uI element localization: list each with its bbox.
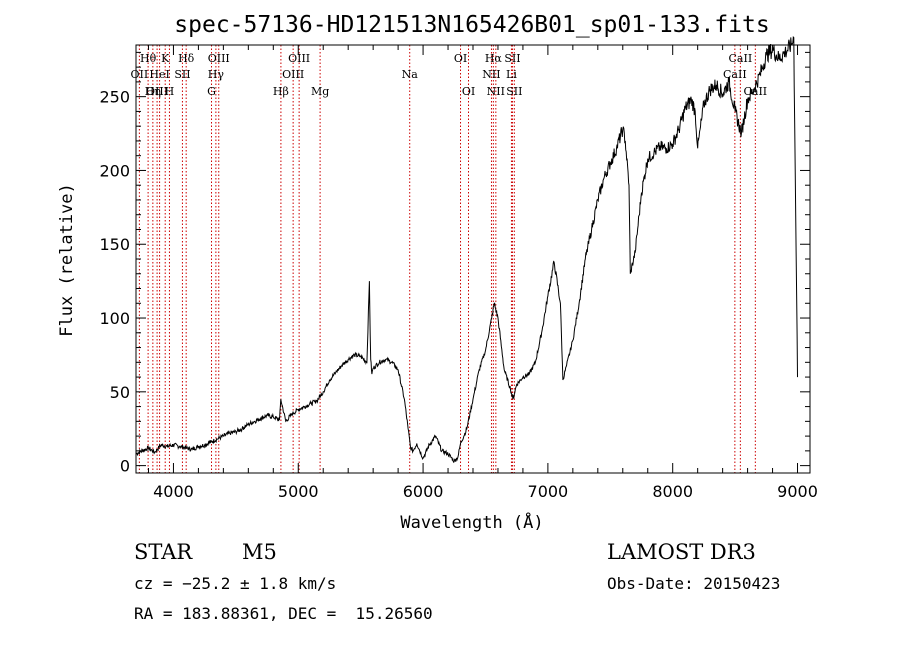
x-tick-label: 6000 <box>403 482 444 501</box>
y-axis-label: Flux (relative) <box>57 183 77 337</box>
line-marker-label: Hβ <box>273 85 289 98</box>
line-marker-label: H <box>165 85 175 98</box>
line-marker-label: OIII <box>288 52 310 65</box>
chart-title: spec-57136-HD121513N165426B01_sp01-133.f… <box>174 12 769 38</box>
line-marker-label: Hδ <box>178 52 195 65</box>
x-tick-label: 4000 <box>153 482 194 501</box>
line-marker-label: OIII <box>146 85 168 98</box>
line-marker-label: NII <box>487 85 505 98</box>
redshift-velocity: cz = −25.2 ± 1.8 km/s <box>134 574 337 593</box>
line-marker-label: Na <box>402 68 419 81</box>
observation-date: Obs-Date: 20150423 <box>607 574 781 593</box>
line-marker-label: Hη <box>145 85 161 98</box>
y-tick-label: 0 <box>120 457 130 476</box>
spectral-line-markers <box>138 45 756 473</box>
y-tick-label: 50 <box>110 383 130 402</box>
x-tick-label: 5000 <box>278 482 319 501</box>
line-marker-label: Hγ <box>208 68 225 81</box>
line-marker-label: OI <box>462 85 475 98</box>
object-class: STAR <box>134 540 193 564</box>
y-axis-ticks: 0 50 100 150 200 250 <box>99 51 810 476</box>
line-marker-label: CaII <box>723 68 747 81</box>
line-marker-label: SII <box>504 52 520 65</box>
line-marker-label: SII <box>506 85 522 98</box>
x-tick-label: 9000 <box>777 482 818 501</box>
survey-name: LAMOST DR3 <box>607 540 756 564</box>
plot-frame <box>135 44 811 474</box>
object-subclass: M5 <box>242 540 277 564</box>
line-marker-label: NII <box>482 68 500 81</box>
x-axis-label: Wavelength (Å) <box>400 511 543 533</box>
y-tick-label: 250 <box>99 88 130 107</box>
line-marker-label: SII <box>174 68 190 81</box>
line-marker-label: OI <box>454 52 467 65</box>
line-marker-label: K <box>161 52 170 65</box>
line-marker-label: OII <box>131 68 149 81</box>
spectrum-line <box>135 35 798 464</box>
line-marker-label: Hθ <box>140 52 157 65</box>
line-marker-label: Li <box>506 68 517 81</box>
line-marker-label: OIII <box>282 68 304 81</box>
line-marker-label: Mg <box>311 85 329 98</box>
line-marker-label: Hα <box>485 52 503 65</box>
x-axis-ticks: 4000 5000 6000 7000 8000 9000 <box>147 45 818 501</box>
line-marker-label: HeI <box>149 68 169 81</box>
y-tick-label: 100 <box>99 309 130 328</box>
x-tick-label: 7000 <box>528 482 569 501</box>
line-marker-label: CaII <box>729 52 753 65</box>
coordinates: RA = 183.88361, DEC = 15.26560 <box>134 604 433 623</box>
x-tick-label: 8000 <box>652 482 693 501</box>
spectrum-chart: spec-57136-HD121513N165426B01_sp01-133.f… <box>57 12 818 533</box>
line-marker-label: G <box>207 85 216 98</box>
y-tick-label: 200 <box>99 161 130 180</box>
line-marker-label: OIII <box>208 52 230 65</box>
y-tick-label: 150 <box>99 235 130 254</box>
